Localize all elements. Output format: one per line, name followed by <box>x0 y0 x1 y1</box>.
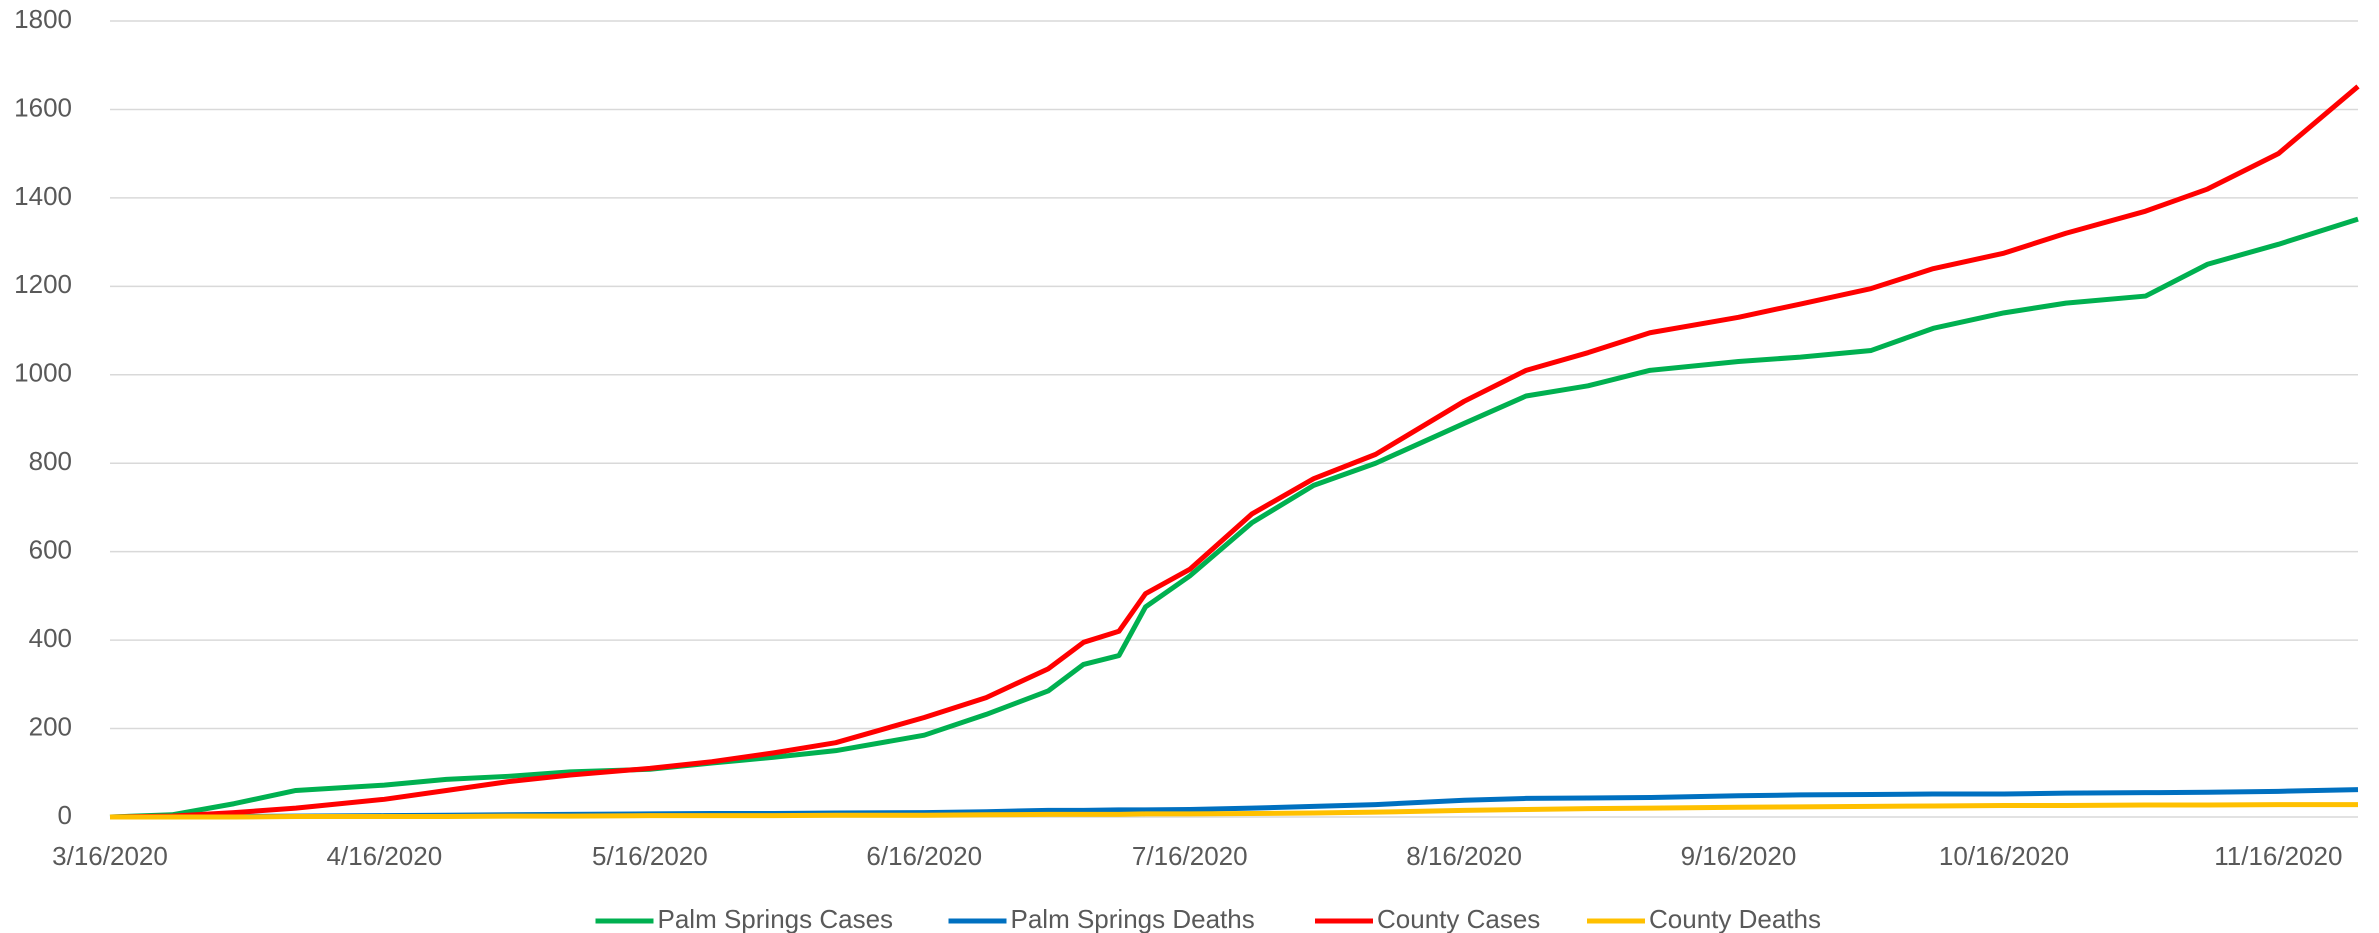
legend-label: Palm Springs Cases <box>658 904 894 933</box>
x-tick-label: 9/16/2020 <box>1681 841 1797 871</box>
y-tick-label: 1000 <box>14 358 72 388</box>
legend-label: Palm Springs Deaths <box>1011 904 1255 933</box>
y-tick-label: 1800 <box>14 4 72 34</box>
y-tick-label: 1400 <box>14 181 72 211</box>
series-line <box>110 802 2358 820</box>
legend-label: County Cases <box>1377 904 1540 933</box>
x-tick-label: 6/16/2020 <box>866 841 982 871</box>
legend-label: County Deaths <box>1649 904 1821 933</box>
x-tick-label: 11/16/2020 <box>2214 841 2342 871</box>
y-tick-label: 200 <box>29 711 72 741</box>
y-tick-label: 800 <box>29 446 72 476</box>
x-tick-label: 7/16/2020 <box>1132 841 1248 871</box>
series-line <box>109 84 2360 820</box>
series-line <box>109 216 2359 820</box>
y-tick-label: 1600 <box>14 92 72 122</box>
x-tick-label: 8/16/2020 <box>1406 841 1522 871</box>
x-tick-label: 10/16/2020 <box>1939 841 2069 871</box>
y-tick-label: 400 <box>29 623 72 653</box>
x-tick-label: 3/16/2020 <box>52 841 168 871</box>
y-tick-label: 1200 <box>14 269 72 299</box>
y-tick-label: 0 <box>58 800 72 830</box>
x-tick-label: 4/16/2020 <box>327 841 443 871</box>
y-tick-label: 600 <box>29 535 72 565</box>
x-tick-label: 5/16/2020 <box>592 841 708 871</box>
